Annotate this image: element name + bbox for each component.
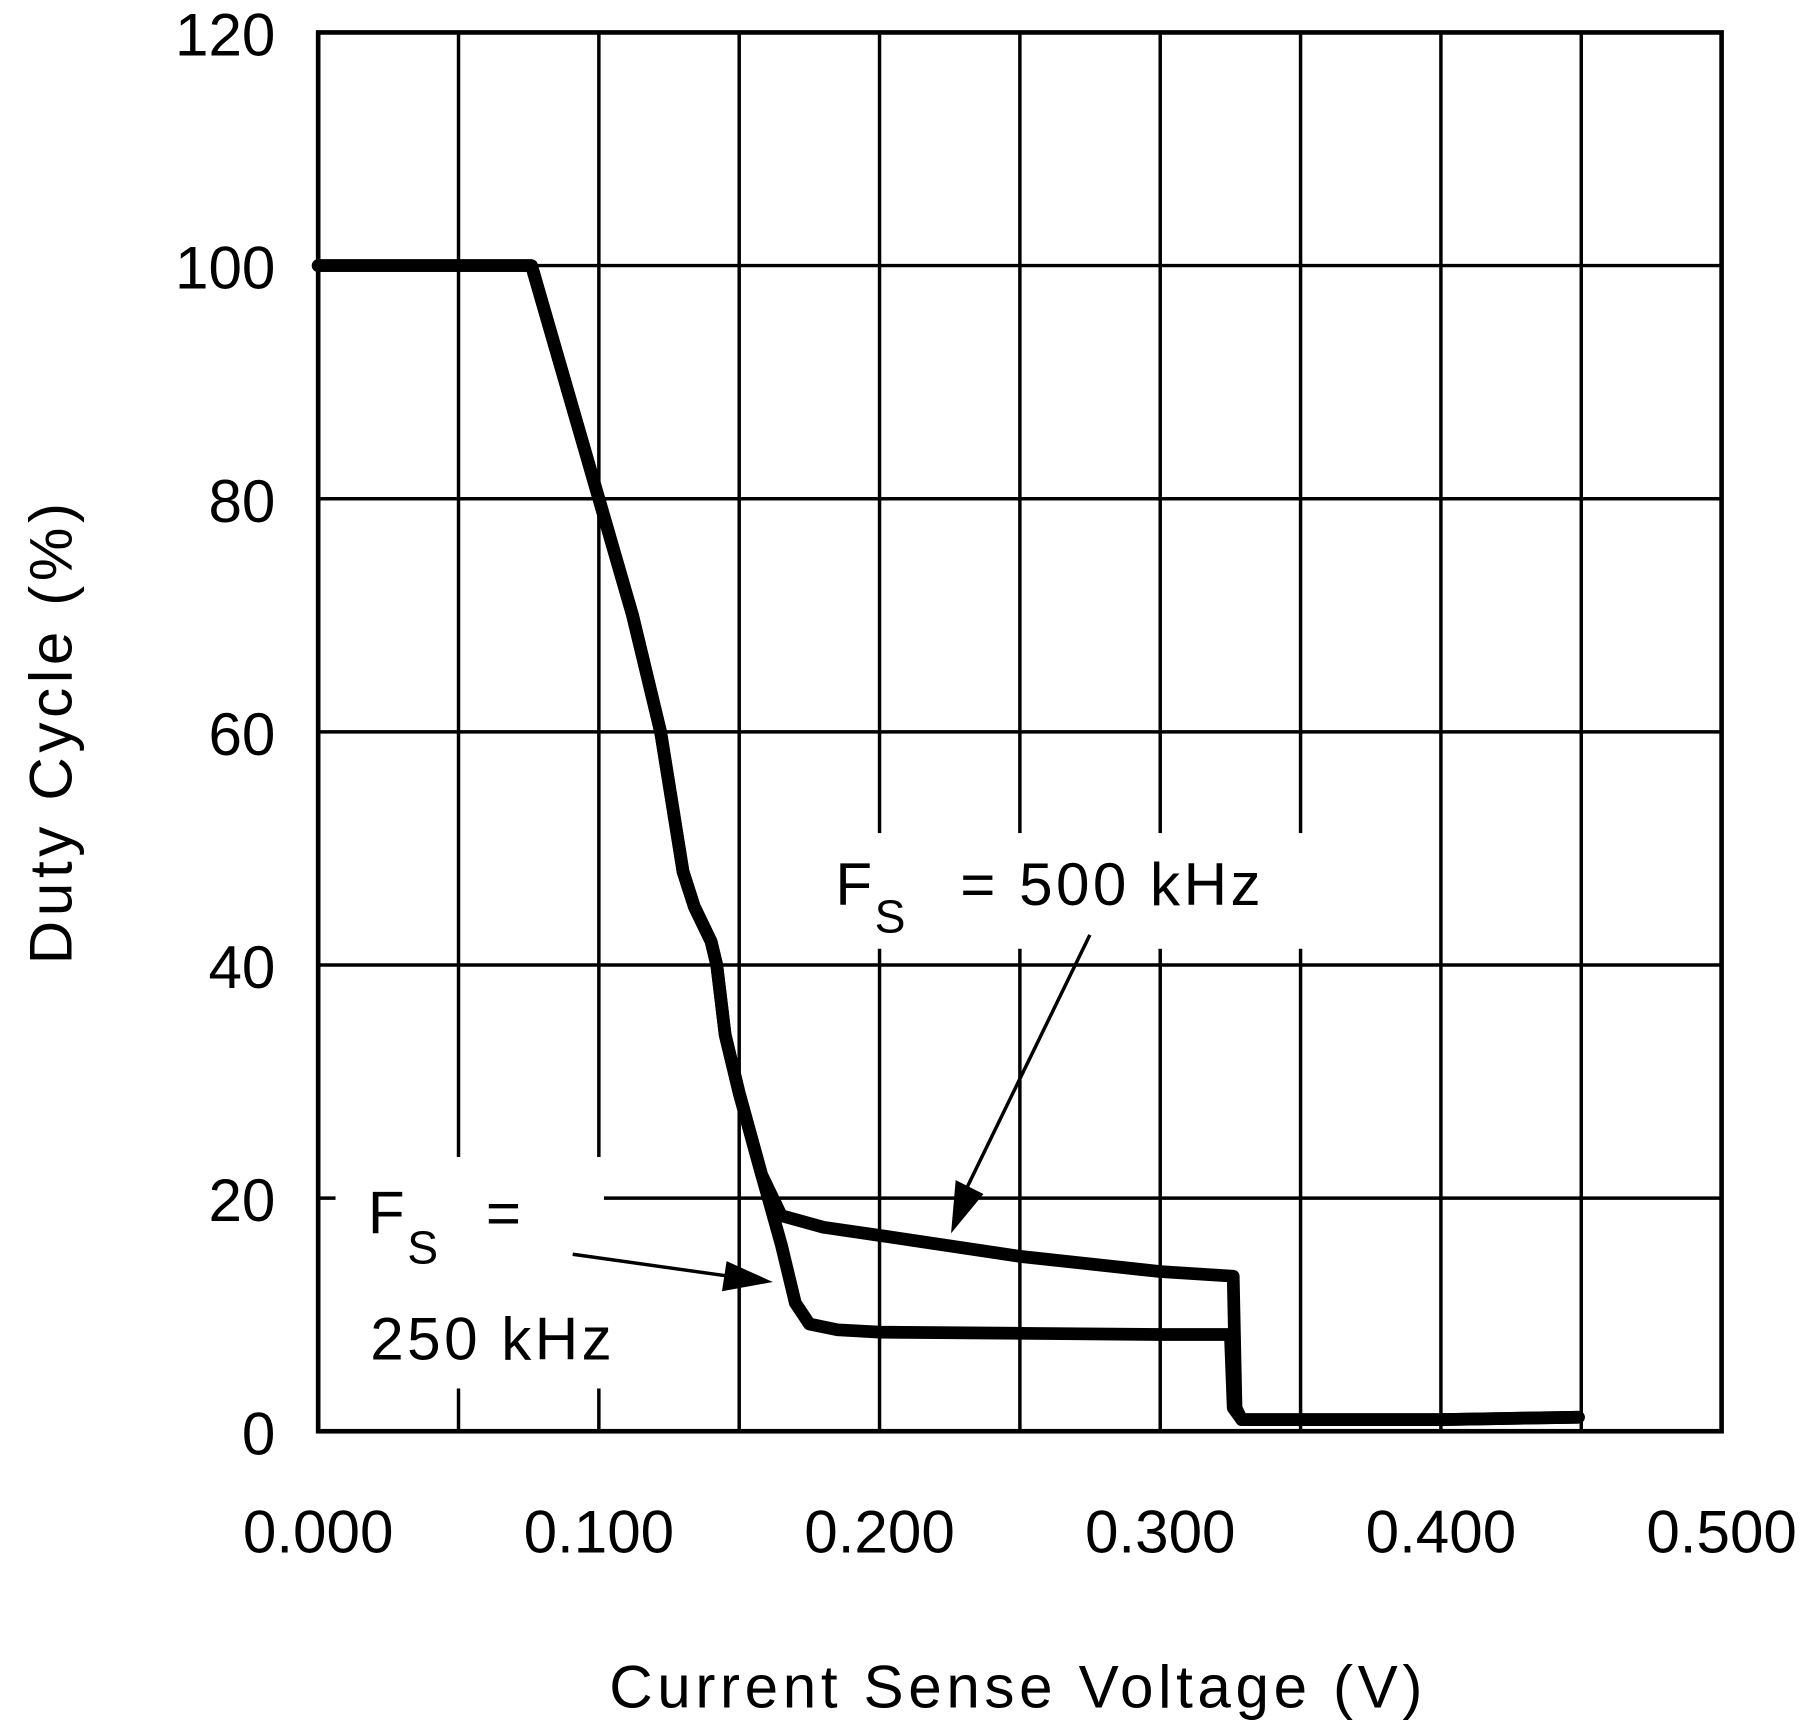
x-tick-labels: 0.000 0.100 0.200 0.300 0.400 0.500	[243, 1499, 1797, 1566]
x-tick-label: 0.100	[524, 1499, 675, 1566]
annotation-250khz-arrow-line	[572, 1252, 730, 1278]
x-tick-label: 0.200	[804, 1499, 955, 1566]
x-tick-label: 0.500	[1646, 1499, 1797, 1566]
y-tick-label: 120	[175, 2, 275, 69]
plot-frame	[315, 30, 1724, 1434]
series-line-1	[311, 259, 1585, 1426]
y-axis-label: Duty Cycle (%)	[18, 498, 85, 964]
annotation-250khz-sub: S	[407, 1221, 441, 1273]
y-tick-label: 100	[175, 235, 275, 302]
annotation-250khz-arrowhead	[721, 1261, 773, 1292]
annotation-500khz-f: F	[835, 851, 875, 918]
y-tick-labels: 0 20 40 60 80 100 120	[175, 2, 275, 1468]
annotation-500khz-text: = 500 kHz	[960, 851, 1264, 918]
x-tick-label: 0.300	[1085, 1499, 1236, 1566]
x-tick-label: 0.400	[1366, 1499, 1517, 1566]
y-tick-label: 60	[208, 701, 275, 768]
x-tick-label: 0.000	[243, 1499, 394, 1566]
annotation-500khz-arrowhead	[951, 1180, 984, 1234]
annotation-250khz-value: 250 kHz	[370, 1306, 615, 1373]
x-axis-label: Current Sense Voltage (V)	[609, 1654, 1427, 1721]
annotation-500khz-sub: S	[875, 891, 909, 943]
y-tick-label: 20	[208, 1167, 275, 1234]
annotation-250khz: F S = 250 kHz	[335, 1157, 773, 1389]
y-tick-label: 80	[208, 468, 275, 535]
annotation-250khz-eq: =	[486, 1179, 525, 1246]
annotation-250khz-bg2	[347, 1319, 683, 1389]
annotation-500khz-arrow-line	[963, 934, 1092, 1193]
series-lines	[311, 259, 1585, 1426]
annotation-500khz: F S = 500 kHz	[823, 833, 1368, 1234]
annotation-250khz-f: F	[368, 1179, 408, 1246]
annotation-500khz-bg	[823, 833, 1368, 949]
y-tick-label: 40	[208, 934, 275, 1001]
y-tick-label: 0	[242, 1400, 275, 1467]
